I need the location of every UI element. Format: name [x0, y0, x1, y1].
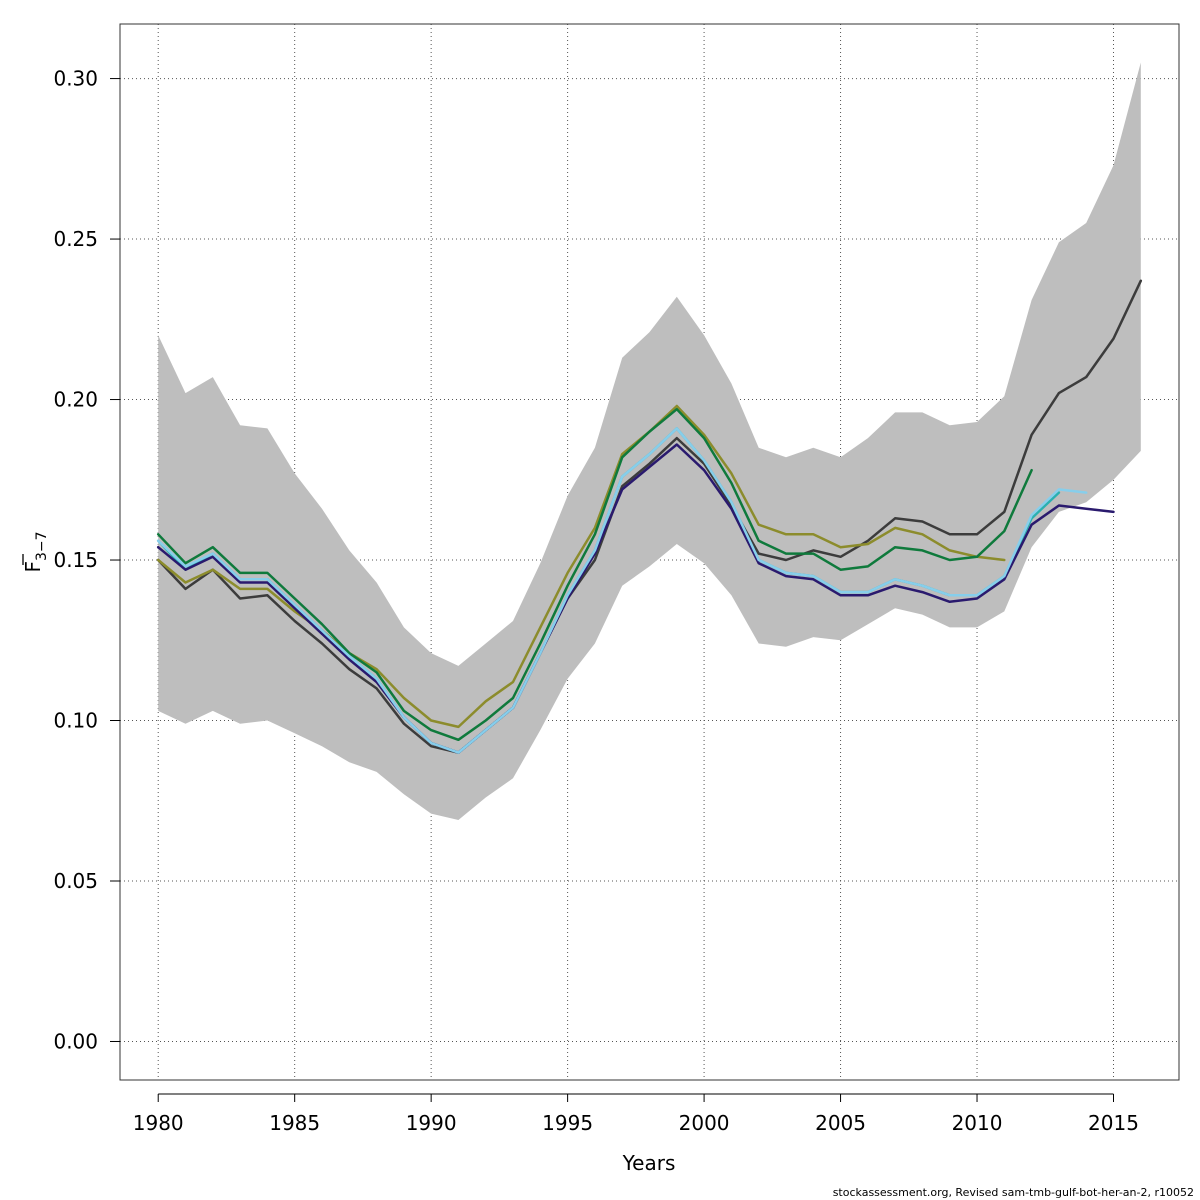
series-line-3 — [156, 407, 1033, 742]
y-axis: 0.00 0.05 0.10 0.15 0.20 0.25 0.30 — [53, 67, 120, 1053]
y-tick-label-0.05: 0.05 — [53, 869, 98, 893]
y-tick-label-0.25: 0.25 — [53, 227, 98, 251]
x-tick-label-1995: 1995 — [542, 1111, 593, 1135]
y-tick-label-0.20: 0.20 — [53, 388, 98, 412]
series-line-6 — [156, 427, 1088, 754]
x-axis: 1980 1985 1990 1995 2000 2005 2010 2015 — [133, 1093, 1139, 1135]
y-tick-label-0.30: 0.30 — [53, 67, 98, 91]
y-axis-title-main: F — [21, 561, 45, 573]
series-line-5 — [156, 443, 1115, 754]
y-tick-label-0.10: 0.10 — [53, 709, 98, 733]
x-tick-label-1980: 1980 — [133, 1111, 184, 1135]
y-axis-title-sub: 3−7 — [34, 531, 50, 561]
confidence-band — [158, 62, 1141, 820]
y-axis-title: F3−7 — [21, 531, 50, 572]
confidence-band-layer — [158, 62, 1141, 820]
x-tick-label-1990: 1990 — [406, 1111, 457, 1135]
footer-credit: stockassessment.org, Revised sam-tmb-gul… — [833, 1186, 1194, 1199]
x-tick-label-2010: 2010 — [952, 1111, 1003, 1135]
series-line-1 — [156, 279, 1143, 754]
x-tick-label-1985: 1985 — [269, 1111, 320, 1135]
y-tick-label-0.00: 0.00 — [53, 1029, 98, 1053]
series-lines-layer — [156, 279, 1143, 754]
series-line-2 — [156, 404, 1006, 729]
x-axis-title: Years — [622, 1151, 676, 1175]
x-tick-label-2015: 2015 — [1088, 1111, 1139, 1135]
plot-frame — [119, 23, 1180, 1081]
y-tick-label-0.15: 0.15 — [53, 548, 98, 572]
x-tick-label-2000: 2000 — [679, 1111, 730, 1135]
svg-text:F3−7: F3−7 — [21, 531, 50, 572]
x-tick-label-2005: 2005 — [815, 1111, 866, 1135]
